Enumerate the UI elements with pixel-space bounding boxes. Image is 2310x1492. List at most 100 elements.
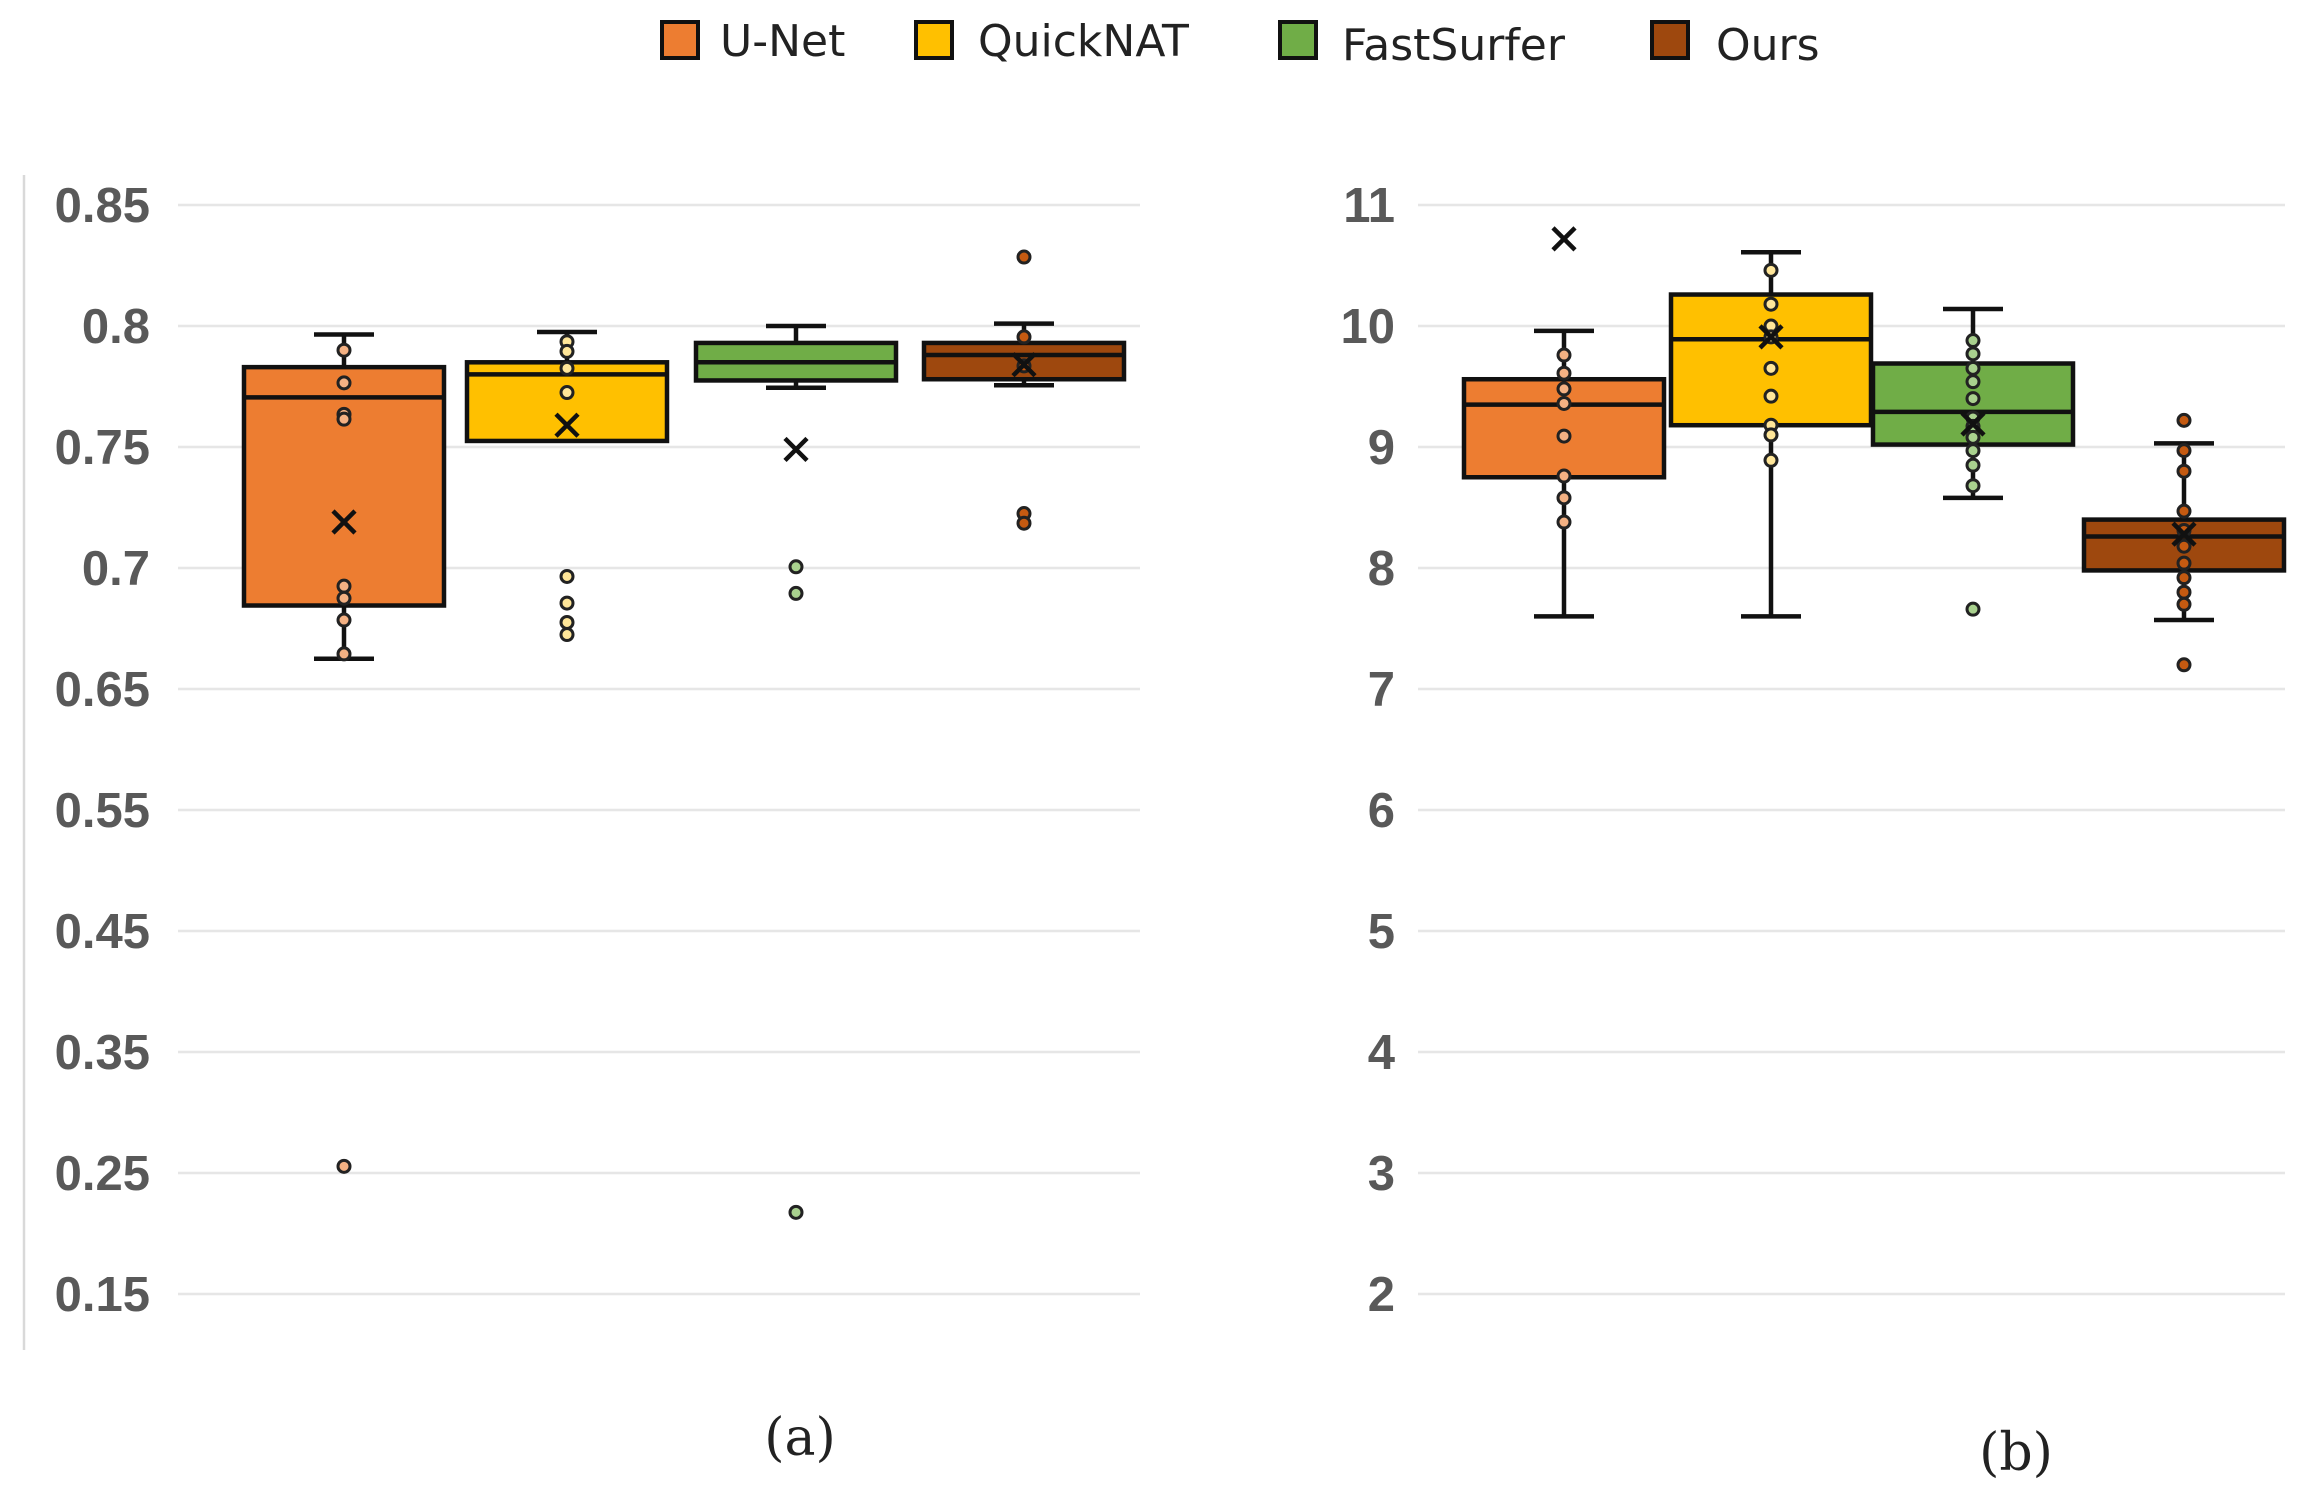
mean-marker-stroke — [2171, 521, 2197, 547]
legend-label-quicknat: QuickNAT — [978, 16, 1189, 67]
mean-marker — [1758, 324, 1784, 350]
box-ours — [921, 249, 1127, 531]
y-tick-label: 0.45 — [55, 905, 150, 959]
data-point — [1763, 360, 1779, 376]
y-tick-label: 0.7 — [82, 542, 150, 596]
data-point — [2176, 584, 2192, 600]
mean-marker-stroke — [1551, 226, 1577, 252]
legend-label-ours: Ours — [1716, 20, 1820, 71]
legend-item-ours: Ours — [1650, 20, 1820, 71]
data-point — [2176, 463, 2192, 479]
data-point — [1016, 249, 1032, 265]
data-point — [1556, 428, 1572, 444]
data-point — [336, 1158, 352, 1174]
data-point — [1965, 478, 1981, 494]
data-point — [336, 612, 352, 628]
data-point — [1763, 388, 1779, 404]
panel-b-caption: (b) — [1979, 1423, 2053, 1483]
y-tick-label: 11 — [1343, 179, 1395, 233]
legend-item-fastsurfer: FastSurfer — [1278, 20, 1566, 71]
data-point — [1556, 514, 1572, 530]
data-point — [1965, 346, 1981, 362]
y-tick-label: 0.35 — [55, 1026, 150, 1080]
box-unet — [241, 332, 447, 1174]
y-tick-label: 0.25 — [55, 1147, 150, 1201]
y-tick-label: 7 — [1368, 663, 1395, 717]
data-point — [2176, 555, 2192, 571]
data-point — [336, 342, 352, 358]
data-point — [336, 646, 352, 662]
mean-marker-stroke — [1011, 352, 1037, 378]
box-fastsurfer — [693, 323, 899, 1220]
data-point — [2176, 538, 2192, 554]
box-ours — [2081, 412, 2287, 673]
data-point — [336, 411, 352, 427]
data-point — [336, 590, 352, 606]
legend-item-quicknat: QuickNAT — [914, 16, 1189, 67]
y-tick-label: 0.8 — [82, 300, 150, 354]
data-point — [2176, 503, 2192, 519]
mean-marker-stroke — [554, 412, 580, 438]
y-tick-label: 9 — [1368, 421, 1395, 475]
mean-marker — [1551, 226, 1577, 252]
y-tick-label: 3 — [1368, 1147, 1395, 1201]
data-point — [1965, 443, 1981, 459]
y-tick-label: 0.65 — [55, 663, 150, 717]
y-tick-label: 10 — [1340, 300, 1395, 354]
data-point — [2176, 570, 2192, 586]
mean-marker — [331, 509, 357, 535]
mean-marker-stroke — [331, 509, 357, 535]
data-point — [336, 578, 352, 594]
panel-a-caption: (a) — [764, 1408, 836, 1468]
data-point — [559, 360, 575, 376]
data-point — [1763, 427, 1779, 443]
y-tick-label: 6 — [1368, 784, 1395, 838]
legend-swatch-fastsurfer — [1278, 20, 1318, 60]
legend-item-unet: U-Net — [660, 16, 845, 67]
data-point — [1016, 329, 1032, 345]
mean-marker-stroke — [783, 436, 809, 463]
legend-swatch-unet — [660, 20, 700, 60]
panel-b-y-ticks: 11 10 9 8 7 6 5 4 3 2 — [1340, 179, 1395, 1322]
data-point — [1556, 365, 1572, 381]
data-point — [1556, 490, 1572, 506]
data-point — [1016, 515, 1032, 531]
panel-b-boxes — [1461, 226, 2287, 673]
data-point — [788, 559, 804, 575]
data-point — [2176, 443, 2192, 459]
box-unet — [1461, 226, 1667, 619]
y-tick-label: 0.15 — [55, 1268, 150, 1322]
legend-swatch-quicknat — [914, 20, 954, 60]
mean-marker — [1960, 411, 1986, 437]
data-point — [559, 385, 575, 401]
data-point — [2176, 657, 2192, 673]
y-tick-label: 0.55 — [55, 784, 150, 838]
mean-marker-stroke — [1758, 324, 1784, 350]
data-point — [336, 375, 352, 391]
data-point — [1763, 262, 1779, 278]
box-quicknat — [1668, 249, 1874, 619]
data-point — [1556, 381, 1572, 397]
legend-swatch-ours — [1650, 20, 1690, 60]
data-point — [559, 568, 575, 584]
legend-label-fastsurfer: FastSurfer — [1342, 20, 1566, 71]
y-tick-label: 5 — [1368, 905, 1395, 959]
mean-marker — [1011, 352, 1037, 378]
data-point — [1556, 395, 1572, 411]
data-point — [1965, 374, 1981, 390]
y-tick-label: 2 — [1368, 1268, 1395, 1322]
data-point — [559, 614, 575, 630]
mean-marker — [783, 436, 809, 463]
panel-b: 11 10 9 8 7 6 5 4 3 2 (b) — [1340, 179, 2287, 1483]
data-point — [1965, 360, 1981, 376]
panel-a: 0.85 0.8 0.75 0.7 0.65 0.55 0.45 0.35 0.25 0.15 (… — [22, 175, 1140, 1468]
data-point — [1965, 391, 1981, 407]
y-tick-label: 0.75 — [55, 421, 150, 475]
data-point — [1965, 429, 1981, 445]
legend-label-unet: U-Net — [720, 16, 845, 67]
data-point — [1965, 601, 1981, 617]
y-tick-label: 0.85 — [55, 179, 150, 233]
data-point — [788, 1204, 804, 1220]
data-point — [1763, 452, 1779, 468]
